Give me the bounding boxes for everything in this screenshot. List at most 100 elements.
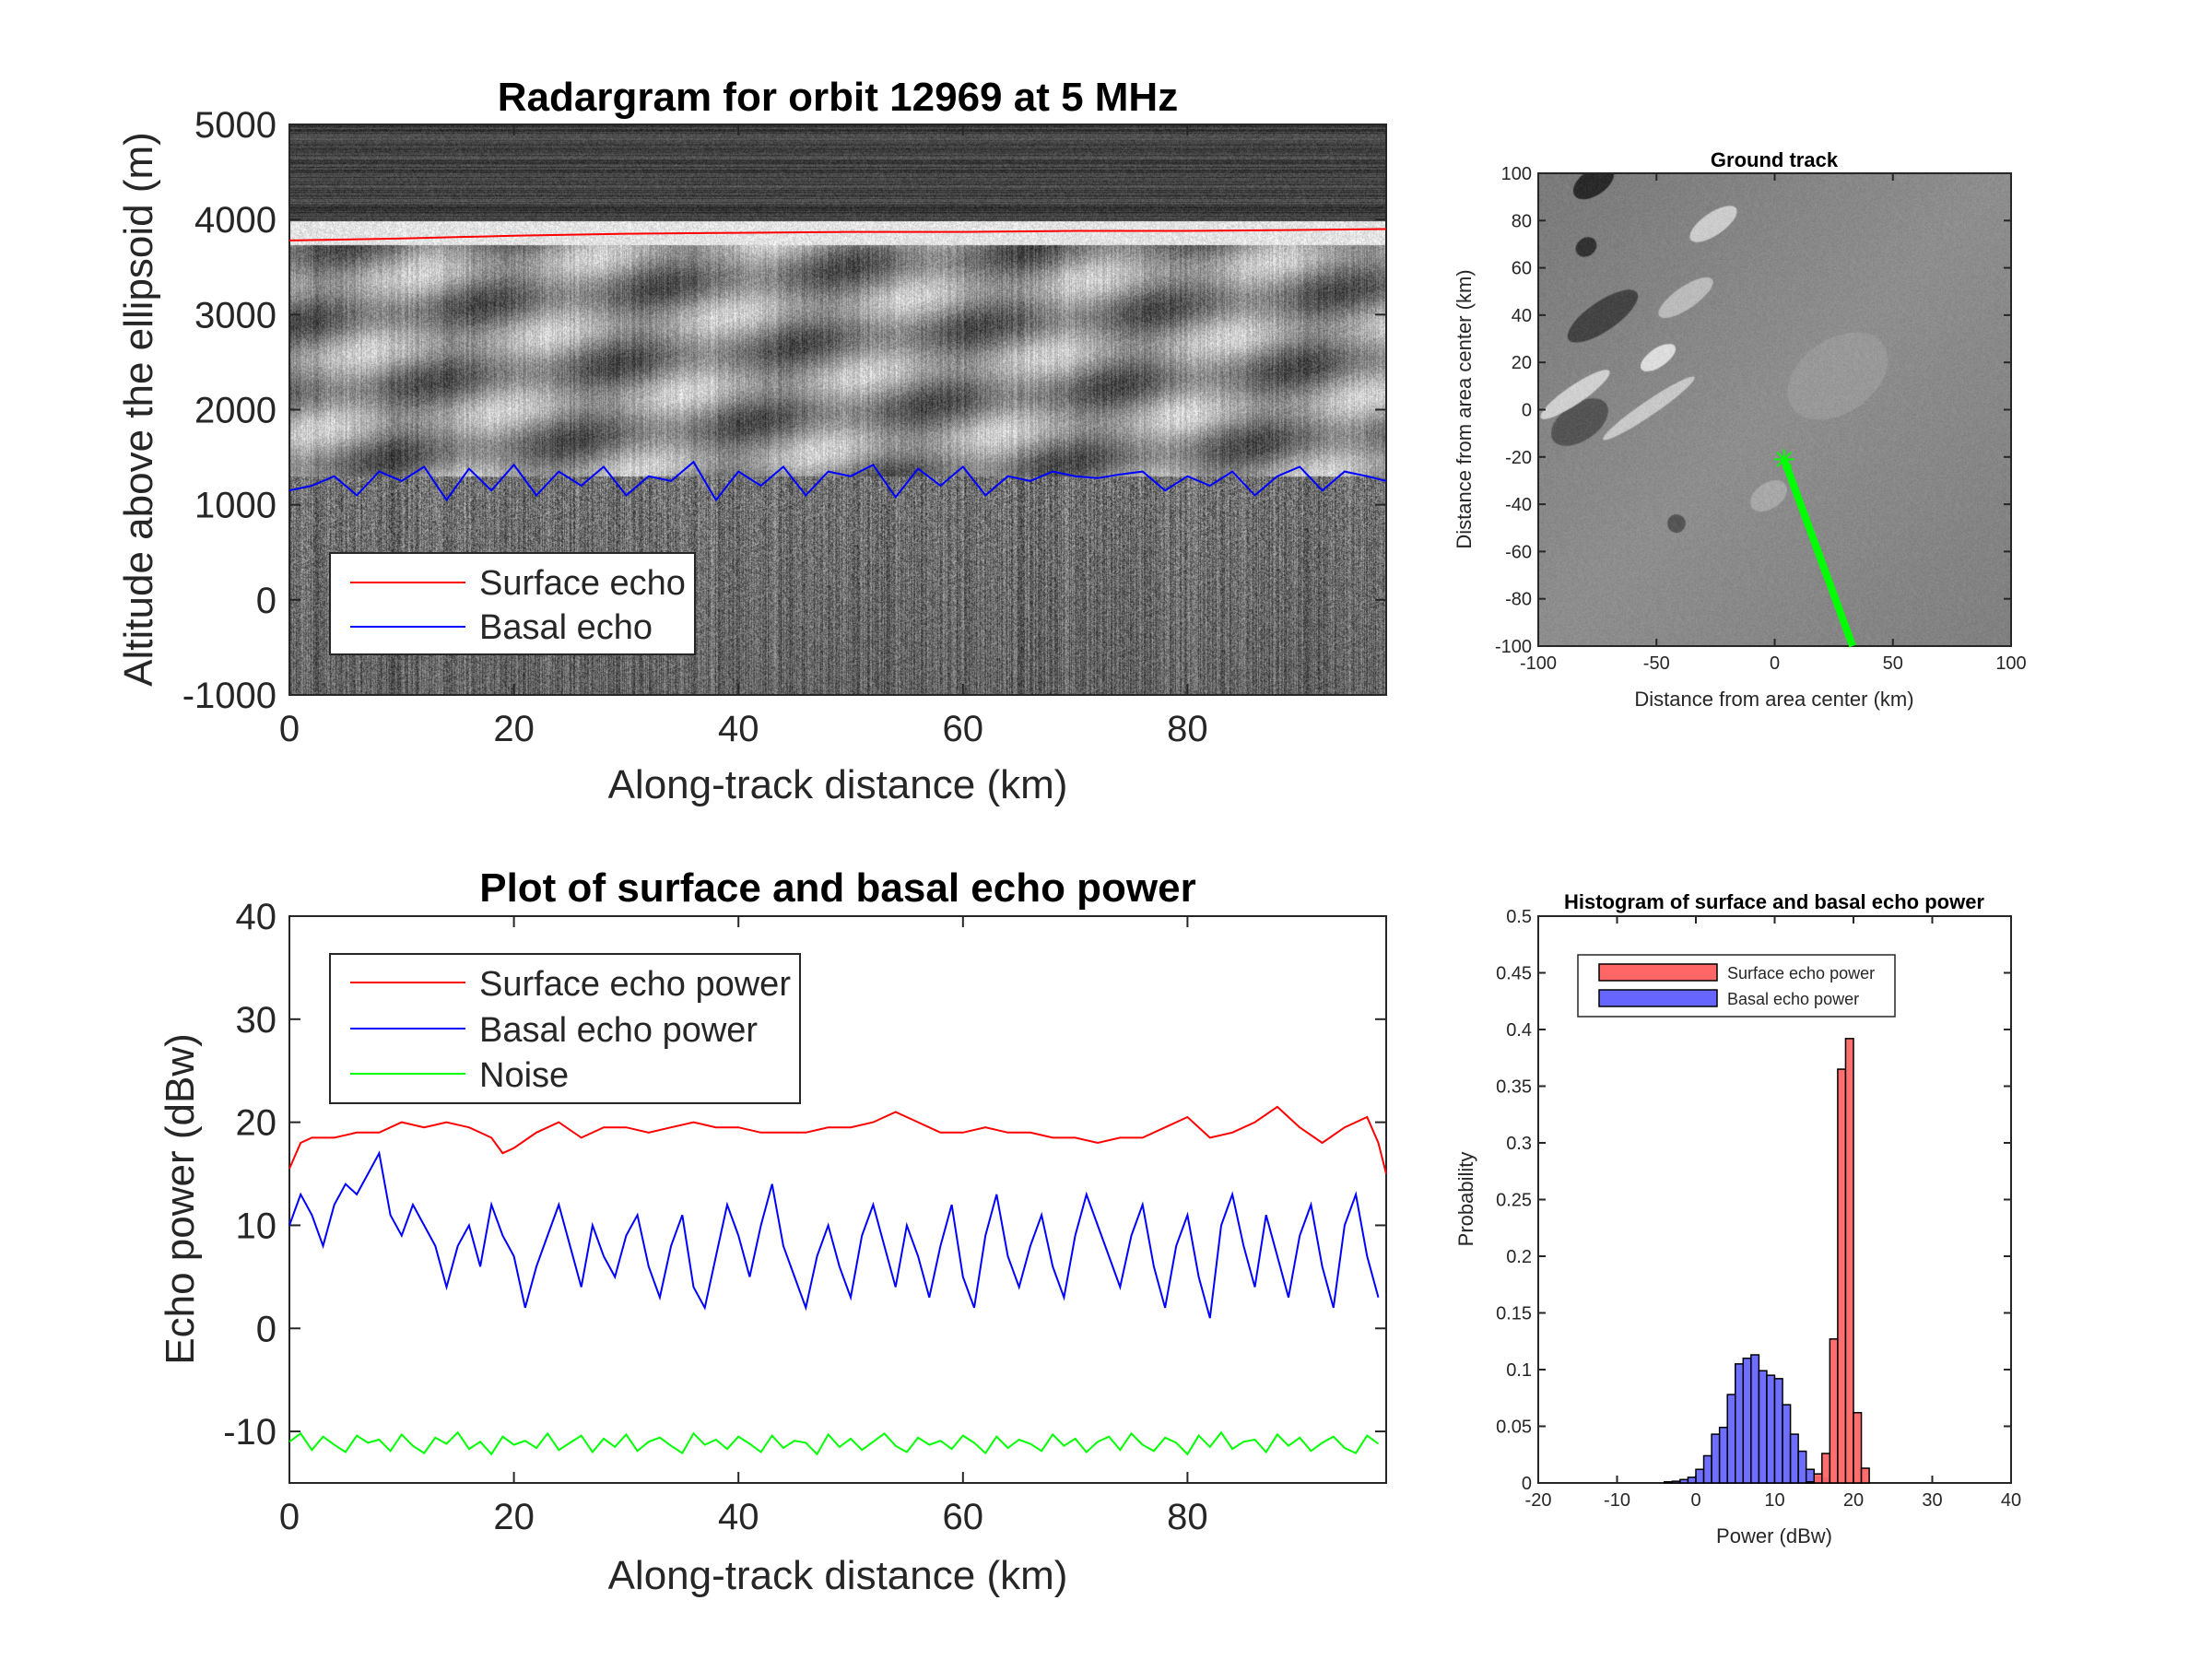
ground-track-xtick-label: -50 xyxy=(1643,653,1670,674)
radargram-ytick-label: 0 xyxy=(256,581,276,621)
histogram-bar-basal-echo-power xyxy=(1742,1357,1752,1484)
histogram-bar-basal-echo-power xyxy=(1679,1478,1689,1484)
histogram-bar-surface-echo-power xyxy=(1813,1473,1823,1484)
histogram-bar-basal-echo-power xyxy=(1711,1433,1721,1484)
echo-power-xtick-label: 80 xyxy=(1167,1497,1208,1537)
histogram-bar-basal-echo-power xyxy=(1750,1354,1760,1484)
ground-track-ytick-label: 20 xyxy=(1512,353,1532,373)
radargram-xtick-label: 60 xyxy=(943,709,984,749)
echo-power-line-basal-echo-power xyxy=(288,1150,1380,1319)
radargram-xtick-label: 80 xyxy=(1167,709,1208,749)
legend-label-basal: Basal echo xyxy=(479,608,653,647)
histogram-bar-basal-echo-power xyxy=(1726,1394,1736,1484)
histogram-ytick-label: 0.5 xyxy=(1506,907,1532,927)
histogram-bar-basal-echo-power xyxy=(1718,1426,1728,1484)
echo-power-xlabel: Along-track distance (km) xyxy=(608,1553,1068,1598)
radargram-line-basal-echo xyxy=(288,460,1387,502)
histogram-bar-surface-echo-power xyxy=(1821,1453,1831,1484)
ground-track-ytick-label: 0 xyxy=(1522,401,1532,421)
histogram-bar-basal-echo-power xyxy=(1758,1370,1768,1484)
histogram-bar-surface-echo-power xyxy=(1853,1411,1863,1484)
legend-swatch-surface-hist xyxy=(1598,963,1718,982)
radargram-ytick-label: 2000 xyxy=(194,391,276,431)
histogram-bar-basal-echo-power xyxy=(1695,1468,1705,1484)
histogram-title: Histogram of surface and basal echo powe… xyxy=(1564,890,1984,913)
legend-label-surface-hist: Surface echo power xyxy=(1727,964,1875,982)
histogram-bar-basal-echo-power xyxy=(1797,1450,1807,1484)
radargram-title: Radargram for orbit 12969 at 5 MHz xyxy=(498,75,1178,120)
histogram-ylabel: Probability xyxy=(1454,1152,1477,1247)
ground-track-axes: -100 -50 0 50 100 100 80 60 40 20 0 -20 -40 -60 -80 -10… xyxy=(1495,164,2027,674)
histogram-bar-basal-echo-power xyxy=(1687,1477,1697,1484)
ground-track-ytick-label: -100 xyxy=(1495,637,1532,657)
ground-track-line xyxy=(1781,457,1856,648)
echo-power-xtick-label: 40 xyxy=(718,1497,759,1537)
echo-power-frame xyxy=(288,915,1387,1484)
ground-track-ytick-label: 40 xyxy=(1512,306,1532,326)
echo-power-line-noise xyxy=(288,1430,1380,1456)
histogram-bar-surface-echo-power xyxy=(1844,1038,1854,1484)
histogram-bar-basal-echo-power xyxy=(1664,1481,1674,1484)
echo-power-legend: Surface echo power Basal echo power Nois… xyxy=(329,953,801,1104)
histogram-bar-basal-echo-power xyxy=(1766,1374,1776,1484)
histogram-xtick-label: -20 xyxy=(1525,1490,1552,1511)
radargram-ytick-label: -1000 xyxy=(182,676,276,716)
histogram-ytick-label: 0.45 xyxy=(1496,964,1532,984)
ground-track-ytick-label: -40 xyxy=(1505,495,1532,515)
histogram-bar-basal-echo-power xyxy=(1773,1378,1783,1484)
histogram-ytick-label: 0.2 xyxy=(1506,1247,1532,1267)
echo-power-ytick-label: 30 xyxy=(236,1000,277,1041)
histogram-bar-surface-echo-power xyxy=(1829,1338,1839,1484)
histogram-ytick-label: 0 xyxy=(1522,1474,1532,1494)
ground-track-map-image xyxy=(1538,173,2011,646)
histogram-xtick-label: 20 xyxy=(1843,1490,1864,1511)
histogram-axes: -20 -10 0 10 20 30 40 0.5 0.45 0.4 0.35 0.3 0.25 0.2 0… xyxy=(1496,907,2021,1511)
ground-track-ytick-label: 100 xyxy=(1501,164,1532,184)
histogram-ytick-label: 0.3 xyxy=(1506,1134,1532,1154)
histogram-bar-basal-echo-power xyxy=(1782,1404,1792,1484)
histogram-bar-basal-echo-power xyxy=(1789,1433,1799,1484)
ground-track-start-marker xyxy=(1776,451,1793,467)
histogram-ytick-label: 0.05 xyxy=(1496,1418,1532,1438)
legend-label-surface-power: Surface echo power xyxy=(479,965,791,1004)
ground-track-xtick-label: -100 xyxy=(1520,653,1557,674)
histogram-xtick-label: 0 xyxy=(1690,1490,1700,1511)
radargram-ytick-label: 5000 xyxy=(194,105,276,146)
echo-power-ytick-label: -10 xyxy=(223,1412,276,1453)
histogram-bar-surface-echo-power xyxy=(1837,1068,1847,1484)
radargram-ytick-label: 3000 xyxy=(194,295,276,335)
echo-power-ytick-label: 10 xyxy=(236,1206,277,1246)
radargram-ytick-label: 1000 xyxy=(194,486,276,526)
radargram-ylabel: Altitude above the ellipsoid (m) xyxy=(116,132,161,687)
echo-power-axes: 0 20 40 60 80 40 30 20 10 0 -10 xyxy=(223,897,1387,1537)
ground-track-frame xyxy=(1537,172,2012,647)
ground-track-ytick-label: -80 xyxy=(1505,590,1532,610)
histogram-bar-surface-echo-power xyxy=(1805,1481,1815,1484)
ground-track-ytick-label: -60 xyxy=(1505,542,1532,562)
histogram-xtick-label: 30 xyxy=(1922,1490,1942,1511)
echo-power-xtick-label: 0 xyxy=(279,1497,300,1537)
histogram-xtick-label: 10 xyxy=(1764,1490,1784,1511)
echo-power-ylabel: Echo power (dBw) xyxy=(158,1033,203,1364)
echo-power-xtick-label: 20 xyxy=(493,1497,535,1537)
histogram-ytick-label: 0.35 xyxy=(1496,1077,1532,1098)
legend-label-basal-power: Basal echo power xyxy=(479,1011,758,1050)
ground-track-ylabel: Distance from area center (km) xyxy=(1453,269,1476,548)
ground-track-xtick-label: 50 xyxy=(1883,653,1903,674)
histogram-bar-basal-echo-power xyxy=(1805,1468,1815,1484)
histogram-bar-basal-echo-power xyxy=(1702,1454,1712,1484)
ground-track-xlabel: Distance from area center (km) xyxy=(1634,688,1913,711)
histogram-xtick-label: 40 xyxy=(2001,1490,2021,1511)
legend-label-noise: Noise xyxy=(479,1056,569,1095)
histogram-ytick-label: 0.15 xyxy=(1496,1304,1532,1324)
histogram-bar-surface-echo-power xyxy=(1860,1467,1870,1484)
legend-swatch-basal-hist xyxy=(1598,989,1718,1007)
echo-power-line-surface-echo-power xyxy=(288,1105,1387,1174)
histogram-legend: Surface echo power Basal echo power xyxy=(1577,954,1896,1018)
echo-power-title: Plot of surface and basal echo power xyxy=(479,865,1196,911)
legend-label-surface: Surface echo xyxy=(479,564,686,603)
ground-track-xtick-label: 0 xyxy=(1770,653,1780,674)
